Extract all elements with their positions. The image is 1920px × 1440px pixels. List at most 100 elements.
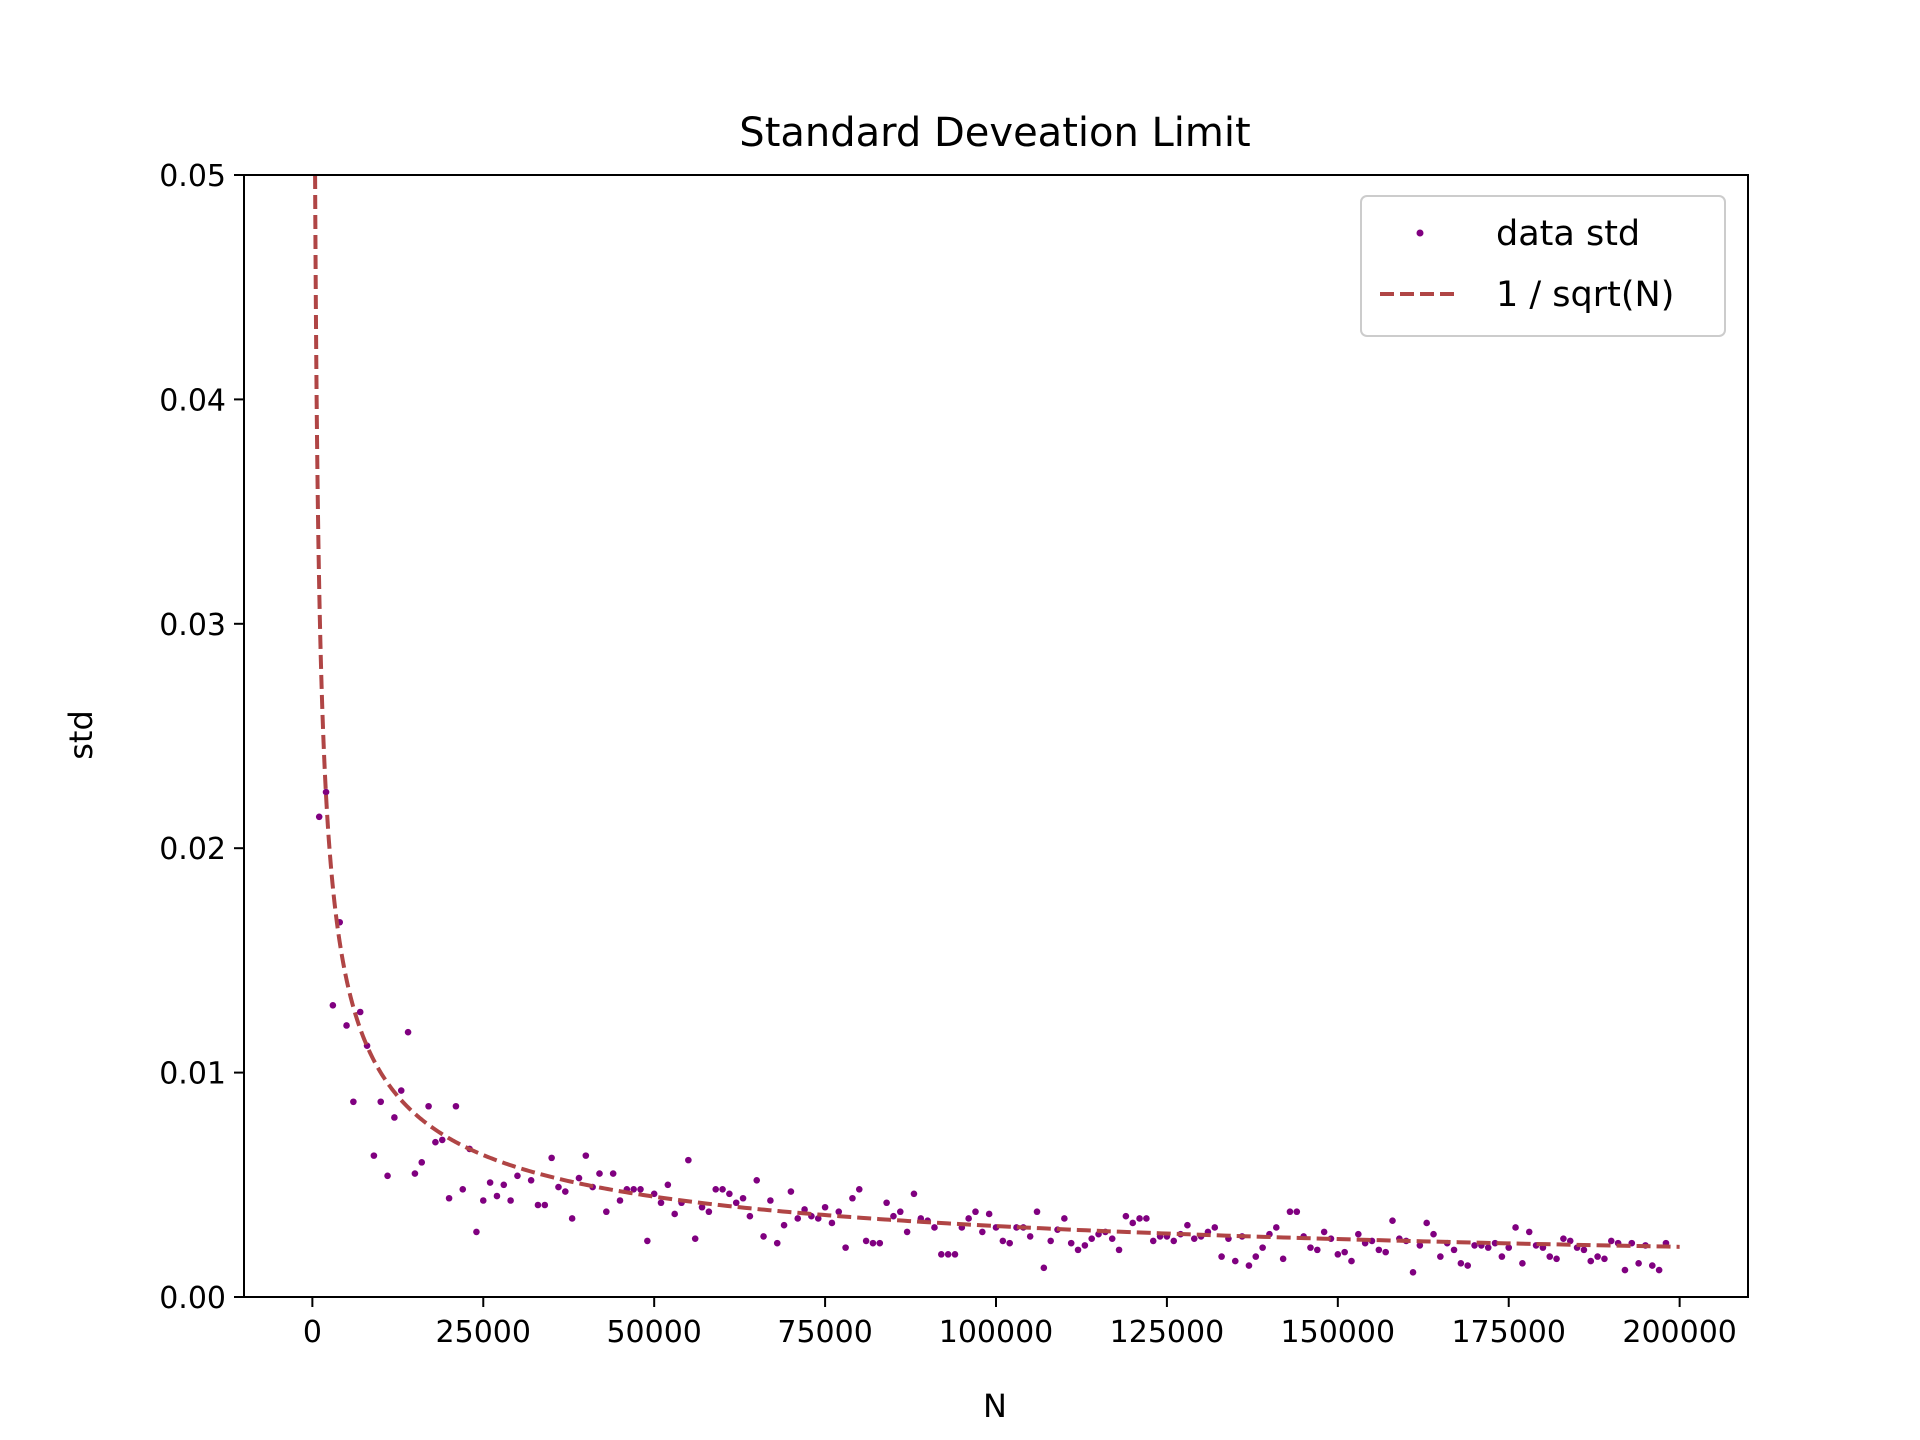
data-point [671, 1210, 678, 1218]
data-point [1314, 1246, 1321, 1254]
data-point [343, 1022, 350, 1029]
data-point [753, 1177, 761, 1184]
data-point [582, 1152, 590, 1159]
data-point [1512, 1224, 1519, 1231]
y-tick-label: 0.01 [159, 1057, 226, 1092]
x-tick-label: 125000 [1110, 1315, 1225, 1350]
data-point [1307, 1244, 1314, 1251]
data-point [1430, 1230, 1437, 1238]
data-point [794, 1215, 802, 1222]
series-line-inverse-sqrt [313, 175, 1680, 1249]
data-point [862, 1237, 870, 1245]
y-tick-label: 0.05 [159, 159, 226, 194]
data-point [1341, 1248, 1348, 1256]
data-point [1122, 1212, 1130, 1220]
data-point [869, 1239, 877, 1247]
plot-area [313, 175, 1680, 1276]
x-tick-label: 25000 [436, 1315, 531, 1350]
data-point [562, 1188, 569, 1195]
data-point [1218, 1253, 1225, 1260]
data-point [1375, 1246, 1383, 1254]
data-point [1655, 1266, 1663, 1274]
data-point [664, 1181, 672, 1189]
legend-box [1360, 195, 1726, 337]
data-point [1382, 1248, 1389, 1256]
data-point [1149, 1237, 1157, 1245]
data-point [596, 1170, 603, 1177]
data-point [712, 1185, 720, 1193]
data-point [1484, 1244, 1492, 1251]
data-point [1334, 1251, 1342, 1258]
data-point [828, 1219, 836, 1227]
data-point [644, 1237, 651, 1245]
data-point [1450, 1246, 1458, 1254]
data-point [773, 1239, 781, 1247]
data-point [630, 1185, 637, 1193]
data-point [1170, 1237, 1178, 1245]
data-point [1252, 1253, 1260, 1260]
data-point [821, 1203, 829, 1211]
data-point [657, 1199, 665, 1207]
data-point [1471, 1242, 1478, 1249]
data-point [1033, 1208, 1041, 1216]
data-point [555, 1183, 562, 1191]
data-point [548, 1154, 555, 1162]
data-point [418, 1159, 426, 1166]
data-point [1026, 1233, 1034, 1240]
data-point [1293, 1208, 1301, 1216]
y-tick-label: 0.04 [159, 383, 226, 418]
data-point [938, 1251, 945, 1258]
data-point [1416, 1242, 1424, 1249]
data-point [876, 1239, 884, 1247]
data-point [493, 1192, 501, 1200]
data-point [397, 1087, 405, 1094]
data-point [979, 1228, 986, 1236]
data-point [787, 1188, 795, 1195]
data-point [1607, 1237, 1615, 1245]
data-point [910, 1190, 918, 1198]
data-point [732, 1199, 740, 1207]
data-point [473, 1228, 480, 1236]
data-point [1286, 1208, 1294, 1216]
data-point [1566, 1237, 1574, 1245]
data-point [1355, 1230, 1362, 1238]
data-point [329, 1001, 337, 1009]
data-point [1074, 1246, 1082, 1254]
x-tick-label: 100000 [939, 1315, 1054, 1350]
data-point [965, 1215, 972, 1222]
data-point [1498, 1253, 1506, 1260]
data-point [384, 1172, 391, 1180]
data-point [739, 1194, 747, 1202]
data-point [534, 1201, 542, 1209]
data-point [1560, 1235, 1567, 1242]
data-point [377, 1098, 385, 1106]
data-point [883, 1199, 890, 1207]
data-point [1525, 1228, 1533, 1236]
data-point [1348, 1257, 1355, 1265]
data-point [1006, 1239, 1013, 1247]
data-point [801, 1206, 808, 1213]
data-point [849, 1194, 856, 1202]
data-point [767, 1197, 774, 1204]
data-point [391, 1114, 398, 1121]
y-tick-label: 0.02 [159, 832, 226, 867]
data-point [705, 1208, 713, 1216]
x-tick-label: 200000 [1622, 1315, 1737, 1350]
data-point [999, 1237, 1007, 1245]
data-point [685, 1156, 692, 1164]
data-point [691, 1235, 699, 1242]
data-point [814, 1215, 822, 1222]
data-point [1553, 1255, 1560, 1263]
data-point [1635, 1260, 1642, 1267]
data-point [1621, 1266, 1629, 1274]
axes-frame [243, 174, 1749, 1298]
y-tick-label: 0.00 [159, 1281, 226, 1316]
data-point [842, 1244, 849, 1251]
data-point [1464, 1262, 1472, 1269]
data-point [890, 1212, 897, 1220]
data-point [541, 1201, 549, 1209]
legend: data std 1 / sqrt(N) [1360, 195, 1726, 337]
x-tick-label: 75000 [777, 1315, 872, 1350]
data-point [1061, 1215, 1068, 1222]
